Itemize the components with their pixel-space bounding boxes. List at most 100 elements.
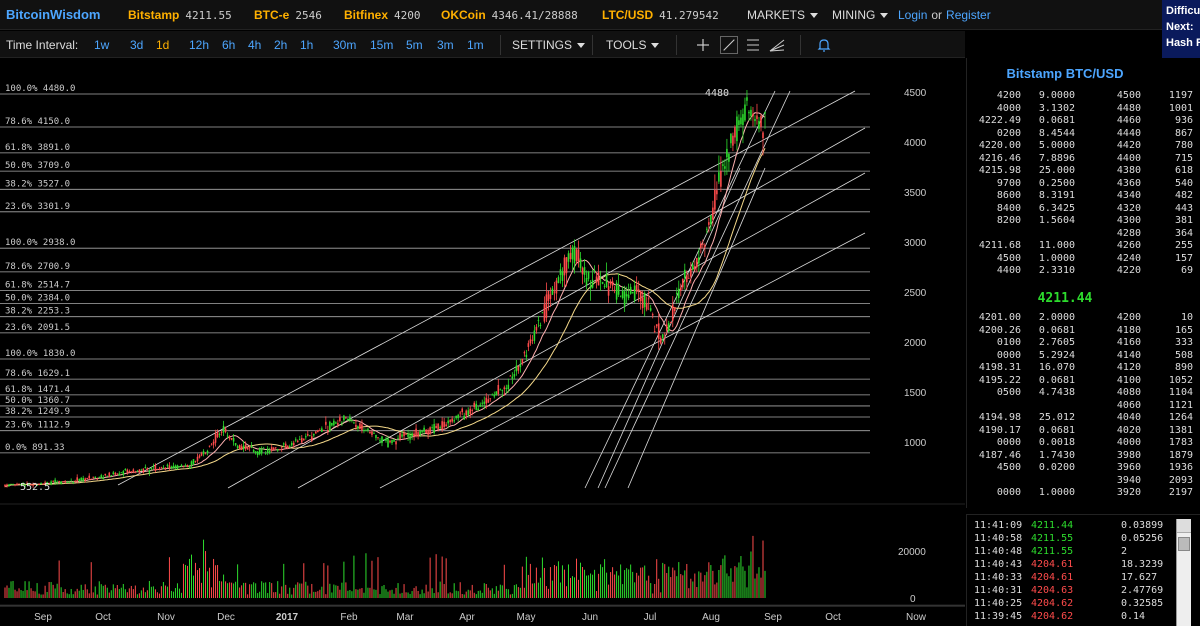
interval-4h[interactable]: 4h xyxy=(248,38,262,52)
ticker-bitfinex[interactable]: Bitfinex 4200 xyxy=(344,8,421,22)
candle-body xyxy=(230,437,233,440)
fib-label: 38.2% 2253.3 xyxy=(5,307,70,317)
depth-total: 2197 xyxy=(1168,487,1193,498)
candle-body xyxy=(26,482,28,484)
candle-body xyxy=(443,421,445,428)
candle-body xyxy=(46,481,48,485)
interval-3m[interactable]: 3m xyxy=(437,38,454,52)
candle-body xyxy=(583,267,586,275)
candle-body xyxy=(509,375,512,377)
trade-price: 4204.62 xyxy=(1031,611,1074,622)
price-chart[interactable]: 20000 0 100.0% 4480.0 78.6% 4150.0 61.8% 38… xyxy=(0,58,965,626)
interval-12h[interactable]: 12h xyxy=(189,38,210,52)
order-price: 4198.31 xyxy=(978,362,1021,373)
candle-body xyxy=(36,484,38,486)
order-price: 4500 xyxy=(996,252,1021,264)
order-book-row: 4222.49 0.0681 4460 936 xyxy=(967,115,1200,128)
candle-body xyxy=(694,266,696,270)
candle-body xyxy=(44,482,46,484)
interval-1d[interactable]: 1d xyxy=(156,38,170,52)
candle-body xyxy=(192,459,195,464)
interval-2h[interactable]: 2h xyxy=(274,38,288,52)
candle-body xyxy=(60,481,62,485)
candle-body xyxy=(627,294,630,298)
candle-body xyxy=(517,365,520,371)
candle-body xyxy=(603,286,606,287)
candle-body xyxy=(555,280,558,294)
fan-tool-icon[interactable] xyxy=(768,36,786,54)
candle-body xyxy=(635,284,638,292)
candle-body xyxy=(511,376,514,379)
candle-body xyxy=(625,294,628,297)
interval-6h[interactable]: 6h xyxy=(222,38,236,52)
interval-5m[interactable]: 5m xyxy=(406,38,423,52)
tools-menu[interactable]: TOOLS xyxy=(606,38,660,52)
fib-label: 38.2% 3527.0 xyxy=(5,179,70,189)
fib-label: 100.0% 1830.0 xyxy=(5,349,75,359)
candle-body xyxy=(22,483,24,485)
trade-amount: 2.47769 xyxy=(1121,585,1164,596)
candle-body xyxy=(714,189,716,210)
trade-amount: 18.3239 xyxy=(1121,559,1164,570)
trend-line xyxy=(379,232,866,489)
ticker-bitstamp[interactable]: Bitstamp 4211.55 xyxy=(128,8,232,22)
candle-body xyxy=(337,423,339,425)
scroll-up-button[interactable] xyxy=(1177,519,1191,533)
candle-body xyxy=(270,447,273,451)
order-amount: 0.2500 xyxy=(1038,177,1075,189)
ticker-ltcusd[interactable]: LTC/USD 41.279542 xyxy=(602,8,719,22)
candle-body xyxy=(24,485,26,487)
depth-price: 3940 xyxy=(1116,474,1141,486)
settings-menu[interactable]: SETTINGS xyxy=(512,38,586,52)
interval-1w[interactable]: 1w xyxy=(94,38,110,52)
order-price: 4500 xyxy=(996,462,1021,473)
login-link[interactable]: Login xyxy=(898,8,928,22)
markets-menu[interactable]: MARKETS xyxy=(747,8,819,22)
candle-body xyxy=(563,257,566,276)
candle-body xyxy=(397,438,399,440)
candle-body xyxy=(50,481,52,485)
candle-body xyxy=(164,467,167,470)
candle-body xyxy=(313,434,315,436)
order-amount: 25.000 xyxy=(1038,165,1075,176)
horizontal-lines-icon[interactable] xyxy=(744,36,762,54)
interval-30m[interactable]: 30m xyxy=(333,38,357,52)
trades-scrollbar[interactable] xyxy=(1176,519,1191,626)
depth-total: 508 xyxy=(1174,349,1193,361)
crosshair-icon[interactable] xyxy=(694,36,712,54)
candle-body xyxy=(140,469,143,471)
candle-body xyxy=(200,453,203,456)
candle-body xyxy=(549,294,552,299)
candle-body xyxy=(419,430,421,435)
time-tick-label: Jun xyxy=(582,612,598,623)
candle-body xyxy=(4,484,6,487)
mining-menu[interactable]: MINING xyxy=(832,8,889,22)
trade-price: 4211.55 xyxy=(1031,546,1074,557)
candle-body xyxy=(331,422,333,426)
line-tool-icon[interactable] xyxy=(720,36,738,54)
scroll-thumb[interactable] xyxy=(1178,537,1190,551)
register-link[interactable]: Register xyxy=(946,8,991,22)
interval-3d[interactable]: 3d xyxy=(130,38,144,52)
interval-1h[interactable]: 1h xyxy=(300,38,314,52)
depth-price: 4100 xyxy=(1116,374,1141,386)
ticker-okcoin[interactable]: OKCoin 4346.41/28888 xyxy=(441,8,578,22)
candle-body xyxy=(700,243,702,248)
alert-bell-icon[interactable] xyxy=(815,36,833,54)
candle-body xyxy=(557,277,560,283)
candle-body xyxy=(377,437,379,439)
candle-body xyxy=(315,431,317,434)
fib-label: 61.8% 3891.0 xyxy=(5,143,70,153)
trade-time: 11:41:09 xyxy=(974,520,1023,531)
candle-body xyxy=(720,171,722,187)
order-book-row: 4060 1121 xyxy=(967,400,1200,413)
interval-1m[interactable]: 1m xyxy=(467,38,484,52)
candle-body xyxy=(692,264,694,270)
brand-logo[interactable]: BitcoinWisdom xyxy=(6,7,101,22)
ticker-btce[interactable]: BTC-e 2546 xyxy=(254,8,322,22)
interval-15m[interactable]: 15m xyxy=(370,38,394,52)
depth-price: 4240 xyxy=(1116,252,1141,264)
depth-total: 1381 xyxy=(1168,424,1193,436)
candle-body xyxy=(541,312,544,314)
candle-body xyxy=(385,438,387,441)
